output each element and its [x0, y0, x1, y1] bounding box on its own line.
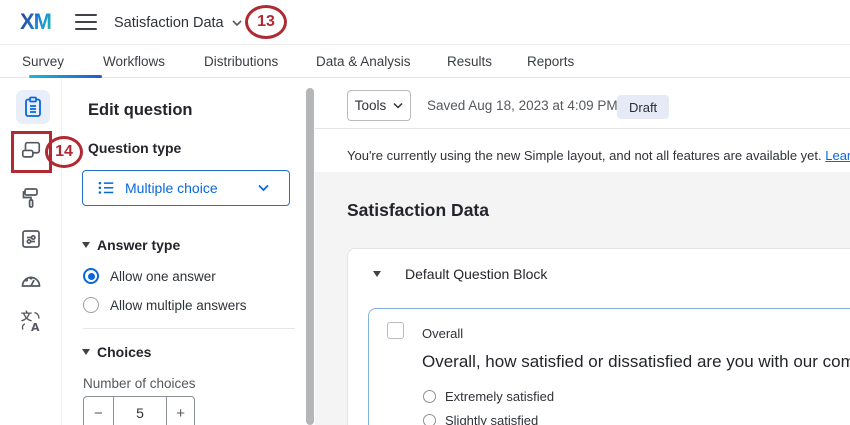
question-type-label: Question type	[88, 140, 182, 156]
block-header[interactable]: Default Question Block	[373, 266, 547, 282]
survey-title: Satisfaction Data	[347, 200, 489, 220]
clipboard-icon	[21, 95, 45, 119]
translate-icon: 文 A	[19, 309, 43, 334]
sidebar-item-translations[interactable]: 文 A	[19, 309, 43, 334]
decrement-button[interactable]: −	[84, 397, 114, 425]
tab-data-analysis[interactable]: Data & Analysis	[316, 54, 411, 69]
annotation-step-13: 13	[245, 5, 287, 39]
radio-unselected-icon	[423, 390, 436, 403]
notice-banner	[315, 129, 850, 172]
tab-workflows[interactable]: Workflows	[103, 54, 166, 69]
panel-divider	[83, 328, 295, 329]
question-type-value: Multiple choice	[125, 180, 218, 196]
svg-text:A: A	[31, 321, 40, 333]
paint-roller-icon	[19, 186, 43, 210]
survey-name-label: Satisfaction Data	[114, 14, 224, 31]
answer-type-label: Answer type	[97, 237, 181, 253]
radio-selected-icon	[83, 268, 99, 284]
blocks-icon	[20, 139, 42, 163]
number-of-choices-label: Number of choices	[83, 376, 196, 391]
choices-section-header[interactable]: Choices	[82, 344, 151, 360]
increment-button[interactable]: +	[166, 397, 194, 425]
sidebar-item-performance[interactable]	[19, 268, 43, 292]
sliders-icon	[19, 227, 43, 251]
xm-logo: XM	[20, 9, 52, 34]
saved-status: Saved Aug 18, 2023 at 4:09 PM	[427, 98, 618, 113]
question-id-label: Overall	[422, 326, 464, 341]
answer-type-section-header[interactable]: Answer type	[82, 237, 180, 253]
radio-allow-one-answer[interactable]: Allow one answer	[83, 268, 216, 284]
chevron-down-icon	[232, 18, 242, 28]
learn-more-link[interactable]: Learn more	[825, 148, 850, 163]
question-text: Overall, how satisfied or dissatisfied a…	[422, 352, 850, 371]
top-bar	[0, 0, 850, 45]
sidebar-item-blocks[interactable]	[20, 141, 42, 161]
sidebar-item-look-and-feel[interactable]	[19, 186, 43, 210]
radio-unselected-icon	[83, 297, 99, 313]
active-tab-underline	[29, 75, 102, 78]
collapse-triangle-icon	[82, 349, 90, 355]
panel-scrollbar[interactable]	[306, 88, 314, 425]
choices-label: Choices	[97, 344, 152, 360]
hamburger-menu-button[interactable]	[75, 14, 97, 30]
annotation-step-14-number: 14	[55, 143, 73, 160]
question-checkbox[interactable]	[387, 322, 404, 339]
edit-question-panel	[62, 78, 305, 425]
question-type-dropdown[interactable]: Multiple choice	[82, 170, 290, 206]
chevron-down-icon	[258, 179, 269, 197]
tab-survey[interactable]: Survey	[22, 45, 102, 78]
status-badge: Draft	[617, 95, 670, 119]
multiple-choice-list-icon	[98, 181, 115, 196]
panel-title: Edit question	[88, 101, 193, 119]
annotation-step-14: 14	[45, 136, 83, 168]
choices-count-stepper: − 5 +	[83, 396, 195, 425]
tools-button[interactable]: Tools	[347, 90, 411, 121]
svg-text:文: 文	[21, 309, 33, 323]
question-card[interactable]	[368, 308, 850, 425]
sidebar-item-survey-options[interactable]	[19, 227, 43, 251]
notice-text: You're currently using the new Simple la…	[347, 148, 850, 163]
primary-nav: Survey Workflows Distributions Data & An…	[0, 45, 850, 78]
toolbar-divider	[315, 128, 850, 129]
choices-count-value: 5	[136, 405, 144, 421]
annotation-step-13-number: 13	[257, 13, 275, 30]
collapse-triangle-icon	[82, 242, 90, 248]
sidebar-item-survey-builder[interactable]	[16, 90, 50, 124]
choice-option-1[interactable]: Extremely satisfied	[423, 389, 554, 404]
survey-name-dropdown[interactable]: Satisfaction Data	[114, 0, 242, 45]
block-title: Default Question Block	[405, 266, 548, 282]
radio-unselected-icon	[423, 414, 436, 425]
tab-distributions[interactable]: Distributions	[204, 54, 279, 69]
tab-reports[interactable]: Reports	[527, 54, 575, 69]
chevron-down-icon	[393, 102, 403, 109]
collapse-triangle-icon	[373, 271, 381, 277]
gauge-icon	[19, 268, 43, 292]
tab-results[interactable]: Results	[447, 54, 493, 69]
radio-allow-multiple-answers[interactable]: Allow multiple answers	[83, 297, 247, 313]
choice-option-2[interactable]: Slightly satisfied	[423, 413, 538, 425]
